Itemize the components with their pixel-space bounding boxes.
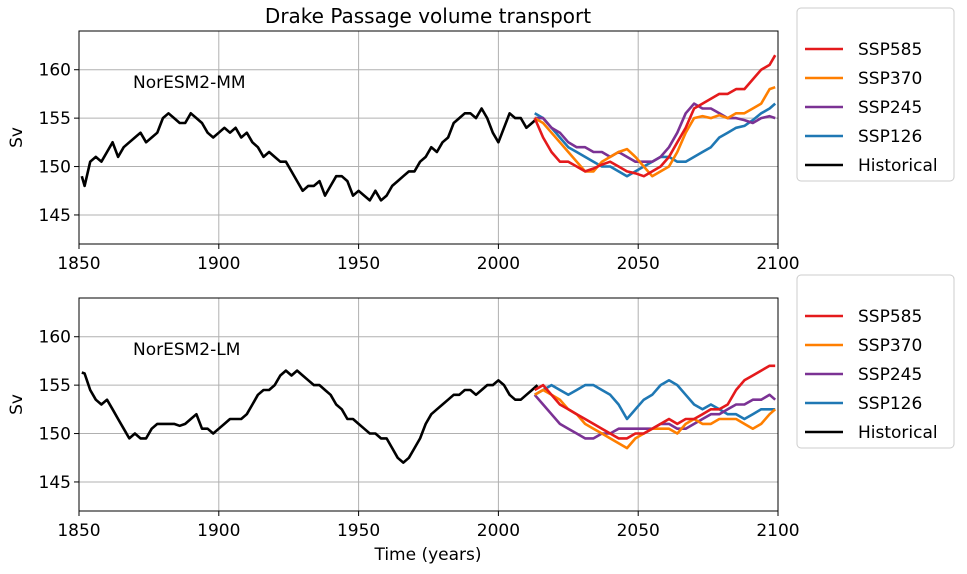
series-line-historical — [80, 107, 539, 202]
series-line-ssp245 — [534, 102, 776, 163]
x-tick-label: 1900 — [197, 254, 240, 274]
plot-frame — [78, 297, 779, 512]
y-tick-label: 145 — [39, 206, 71, 226]
x-tick-label: 2050 — [617, 254, 660, 274]
x-tick-label: 2050 — [617, 521, 660, 541]
figure-title: Drake Passage volume transport — [265, 4, 591, 28]
x-tick-label: 2000 — [477, 521, 520, 541]
x-tick-label: 2100 — [756, 254, 799, 274]
legend-label-ssp245: SSP245 — [858, 365, 922, 385]
y-axis-label: Sv — [7, 127, 27, 148]
y-tick-label: 150 — [39, 425, 71, 445]
x-tick-label: 2000 — [477, 254, 520, 274]
panel-noresm2-mm: 1850 1900 1950 2000 2050 2100 145 150 155 160 Sv No… — [7, 7, 955, 274]
x-tick-label: 2100 — [756, 521, 799, 541]
legend-label-ssp245: SSP245 — [858, 98, 922, 118]
legend-box — [796, 274, 955, 449]
plot-frame — [78, 30, 779, 245]
series-line-ssp370 — [534, 388, 777, 450]
y-tick-label: 145 — [39, 473, 71, 493]
series-line-ssp370 — [534, 85, 776, 178]
y-axis-label: Sv — [7, 394, 27, 415]
x-tick-label: 1850 — [57, 254, 100, 274]
legend-label-ssp370: SSP370 — [858, 336, 922, 356]
x-tick-label: 1950 — [337, 254, 380, 274]
panel-noresm2-lm: 1850 1900 1950 2000 2050 2100 145 150 155 160 Sv No… — [7, 274, 955, 541]
series-line-historical — [81, 369, 539, 464]
legend-label-historical: Historical — [858, 423, 938, 443]
y-tick-label: 160 — [39, 328, 71, 348]
y-tick-label: 150 — [39, 158, 71, 178]
legend-label-ssp585: SSP585 — [858, 40, 922, 60]
series-line-ssp585 — [533, 54, 777, 178]
series-line-ssp126 — [534, 378, 776, 421]
y-tick-label: 155 — [39, 109, 71, 129]
x-tick-label: 1950 — [337, 521, 380, 541]
model-annotation: NorESM2-MM — [133, 73, 246, 93]
x-tick-label: 1900 — [197, 521, 240, 541]
model-annotation: NorESM2-LM — [133, 340, 240, 360]
x-axis-label: Time (years) — [373, 545, 481, 565]
y-tick-label: 155 — [39, 376, 71, 396]
y-tick-label: 160 — [39, 61, 71, 81]
legend-box — [796, 7, 955, 182]
legend-label-ssp585: SSP585 — [858, 307, 922, 327]
legend-label-ssp126: SSP126 — [858, 394, 922, 414]
series-line-ssp585 — [534, 364, 776, 440]
x-tick-label: 1850 — [57, 521, 100, 541]
legend-label-ssp126: SSP126 — [858, 127, 922, 147]
legend-label-ssp370: SSP370 — [858, 69, 922, 89]
legend-label-historical: Historical — [858, 156, 938, 176]
